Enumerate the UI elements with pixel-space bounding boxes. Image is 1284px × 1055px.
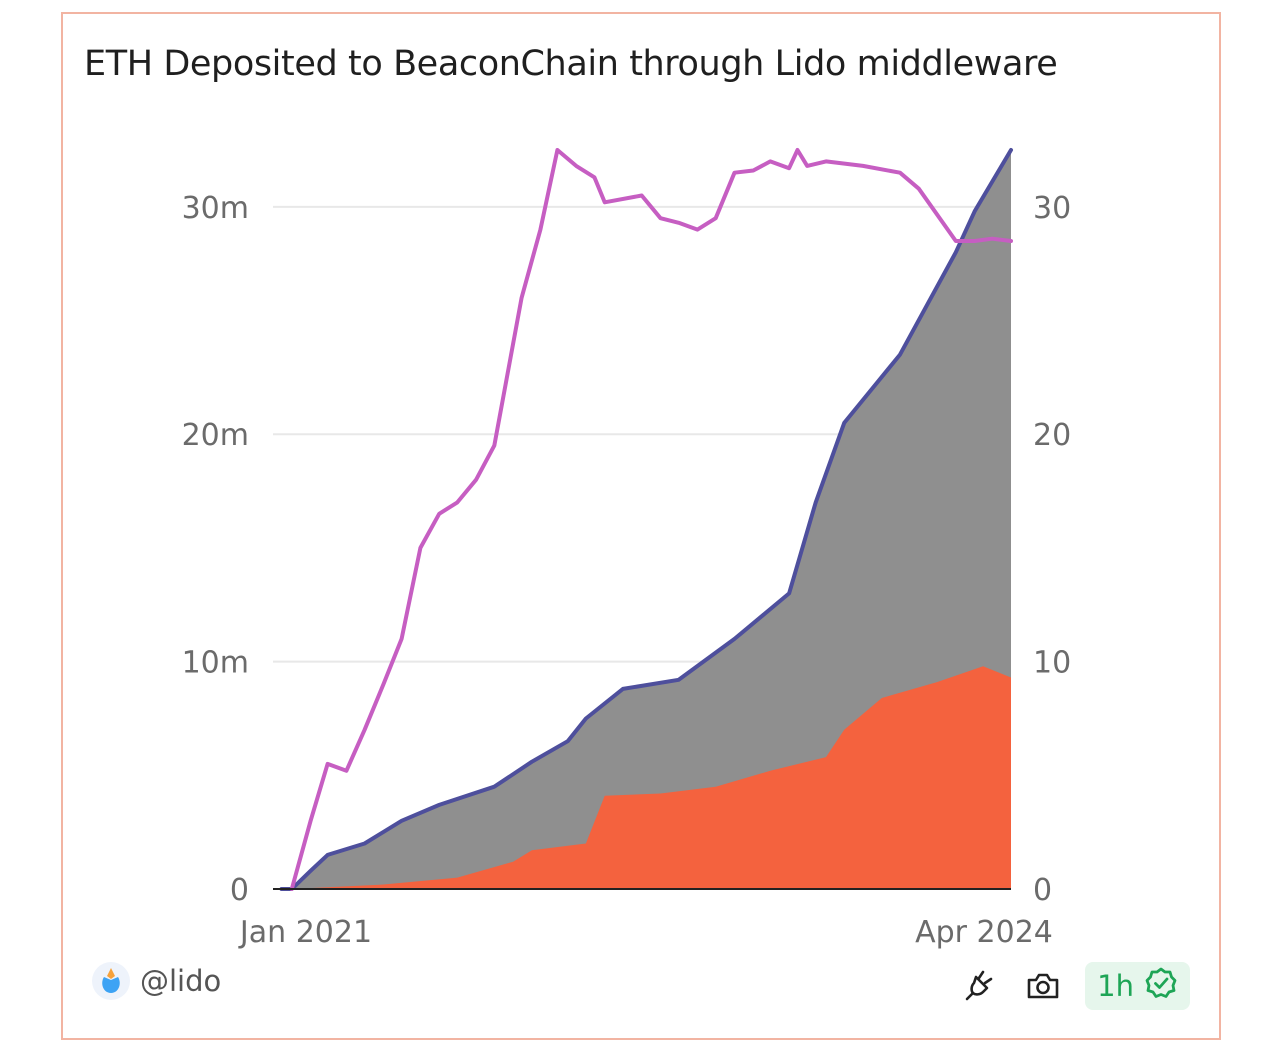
refresh-interval: 1h xyxy=(1097,969,1134,1003)
x-axis-tick-label: Jan 2021 xyxy=(238,915,372,950)
lido-drop-icon xyxy=(92,962,130,1000)
area-series-0 xyxy=(281,150,1011,889)
line-series-2 xyxy=(279,148,1013,891)
x-axis-tick-label: Apr 2024 xyxy=(915,915,1053,950)
left-axis-tick-label: 30m xyxy=(182,191,249,226)
area-series-1 xyxy=(281,666,1011,889)
chart-title: ETH Deposited to BeaconChain through Lid… xyxy=(84,44,1058,84)
right-axis-tick-label: 10 xyxy=(1033,646,1071,681)
footer-author[interactable]: @lido xyxy=(92,962,221,1000)
camera-icon[interactable] xyxy=(1021,964,1065,1008)
refresh-badge[interactable]: 1h xyxy=(1085,962,1190,1010)
left-axis-tick-label: 0 xyxy=(230,873,249,908)
footer-tools: 1h xyxy=(957,962,1190,1010)
left-axis-tick-label: 20m xyxy=(182,418,249,453)
verified-check-icon xyxy=(1144,966,1178,1007)
line-series-3 xyxy=(289,148,1013,891)
author-handle[interactable]: @lido xyxy=(140,964,222,998)
right-axis-tick-label: 0 xyxy=(1033,873,1052,908)
plug-icon[interactable] xyxy=(957,964,1001,1008)
right-axis-tick-label: 30 xyxy=(1033,191,1071,226)
right-axis-tick-label: 20 xyxy=(1033,418,1071,453)
left-axis-tick-label: 10m xyxy=(182,646,249,681)
